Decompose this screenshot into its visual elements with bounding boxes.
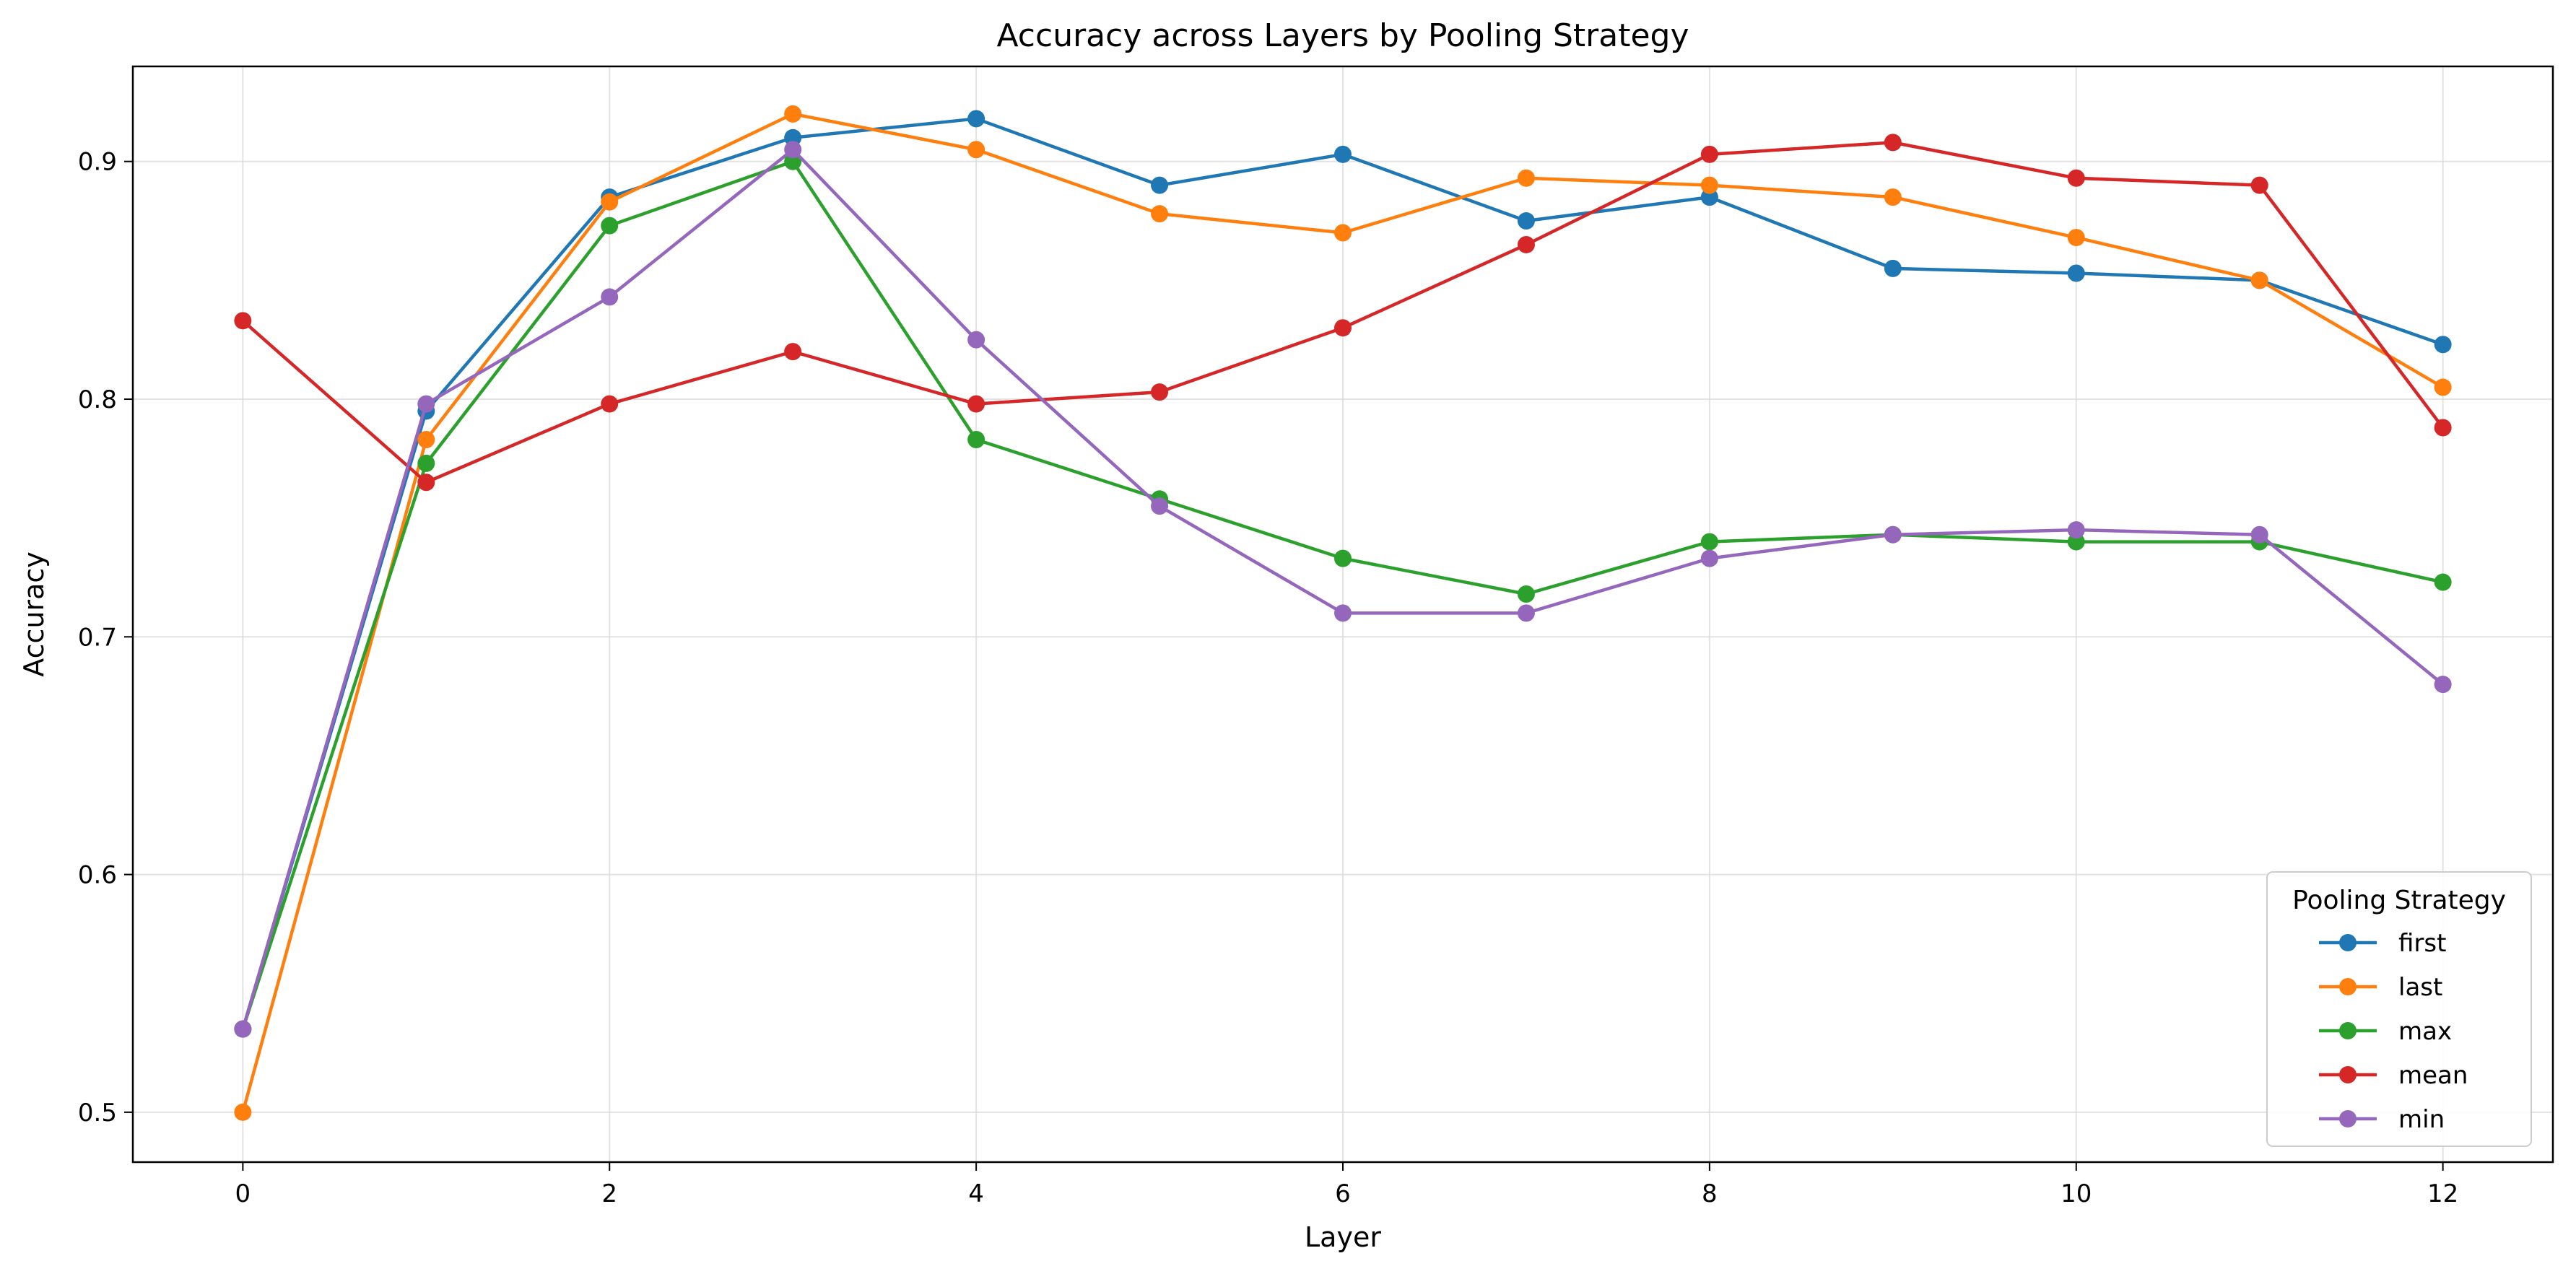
x-tick-label: 6: [1335, 1179, 1351, 1208]
data-point-last: [1517, 169, 1535, 187]
x-tick-label: 8: [1702, 1179, 1718, 1208]
x-tick-label: 0: [235, 1179, 251, 1208]
data-point-min: [601, 288, 619, 306]
data-point-max: [1334, 549, 1352, 567]
data-point-max: [2434, 573, 2452, 591]
chart-title: Accuracy across Layers by Pooling Strate…: [996, 17, 1689, 54]
data-point-max: [1517, 585, 1535, 603]
data-point-min: [1334, 604, 1352, 622]
data-point-last: [1334, 224, 1352, 242]
legend-label-mean: mean: [2398, 1061, 2468, 1090]
data-point-first: [1151, 176, 1169, 194]
legend-label-max: max: [2398, 1017, 2452, 1046]
legend: Pooling Strategy first last max mean min: [2266, 871, 2532, 1147]
data-point-first: [967, 110, 985, 128]
legend-marker-last: [2339, 978, 2357, 995]
series-min: [234, 141, 2452, 1038]
data-point-last: [601, 193, 619, 211]
data-point-mean: [601, 395, 619, 413]
data-point-mean: [1151, 383, 1169, 401]
data-point-max: [967, 430, 985, 448]
grid-lines: [133, 66, 2553, 1162]
legend-title: Pooling Strategy: [2292, 886, 2506, 915]
x-tick-label: 2: [601, 1179, 617, 1208]
data-point-mean: [2434, 419, 2452, 437]
data-point-min: [234, 1020, 252, 1038]
data-point-min: [1884, 525, 1902, 544]
data-point-first: [2067, 264, 2085, 282]
y-tick-label: 0.5: [78, 1099, 117, 1127]
data-point-mean: [2067, 169, 2085, 187]
data-point-last: [1700, 176, 1718, 194]
data-point-first: [2434, 336, 2452, 354]
data-point-last: [234, 1103, 252, 1121]
x-tick-label: 10: [2061, 1179, 2092, 1208]
y-tick-label: 0.6: [78, 861, 117, 890]
data-point-min: [1517, 604, 1535, 622]
data-point-min: [2434, 676, 2452, 694]
legend-box: [2266, 871, 2532, 1147]
legend-entry-min: min: [2319, 1105, 2445, 1134]
data-point-first: [1334, 145, 1352, 163]
x-tick-label: 12: [2427, 1179, 2458, 1208]
data-point-max: [601, 217, 619, 235]
series-layer: [234, 105, 2452, 1121]
data-point-mean: [417, 474, 435, 492]
x-axis-ticks: 0 2 4 6 8 10 12: [235, 1162, 2458, 1208]
data-point-max: [417, 454, 435, 472]
data-point-min: [1700, 549, 1718, 567]
legend-entry-last: last: [2319, 973, 2442, 1002]
legend-label-min: min: [2398, 1105, 2445, 1134]
data-point-max: [784, 152, 802, 170]
legend-label-last: last: [2398, 973, 2442, 1002]
data-point-mean: [1334, 319, 1352, 337]
data-point-min: [2250, 525, 2268, 544]
data-point-last: [1151, 205, 1169, 223]
data-point-first: [1884, 259, 1902, 277]
data-point-min: [417, 395, 435, 413]
y-tick-label: 0.8: [78, 385, 117, 414]
legend-marker-max: [2339, 1022, 2357, 1039]
data-point-mean: [1884, 134, 1902, 152]
data-point-max: [2067, 533, 2085, 551]
x-tick-label: 4: [968, 1179, 984, 1208]
data-point-mean: [967, 395, 985, 413]
y-tick-label: 0.7: [78, 623, 117, 652]
data-point-last: [2250, 271, 2268, 289]
data-point-last: [2067, 229, 2085, 247]
y-axis-label: Accuracy: [18, 551, 50, 677]
x-axis-label: Layer: [1305, 1221, 1381, 1253]
legend-entry-first: first: [2319, 929, 2446, 958]
legend-entry-mean: mean: [2319, 1061, 2468, 1090]
data-point-last: [967, 141, 985, 159]
data-point-last: [417, 430, 435, 448]
data-point-first: [1700, 188, 1718, 206]
legend-entry-max: max: [2319, 1017, 2452, 1046]
data-point-mean: [784, 343, 802, 361]
y-axis-ticks: 0.5 0.6 0.7 0.8 0.9: [78, 148, 133, 1127]
data-point-first: [1517, 212, 1535, 230]
series-mean: [234, 134, 2452, 492]
legend-marker-first: [2339, 934, 2357, 951]
data-point-max: [1700, 533, 1718, 551]
legend-label-first: first: [2398, 929, 2446, 958]
data-point-first: [784, 128, 802, 147]
data-point-min: [784, 141, 802, 159]
legend-entries: first last max mean min: [2319, 929, 2468, 1134]
data-point-mean: [1517, 235, 1535, 253]
data-point-min: [967, 331, 985, 349]
y-tick-label: 0.9: [78, 148, 117, 177]
data-point-min: [2067, 521, 2085, 539]
data-point-mean: [234, 312, 252, 330]
data-point-mean: [2250, 176, 2268, 194]
legend-marker-mean: [2339, 1066, 2357, 1083]
data-point-last: [1884, 188, 1902, 206]
data-point-last: [784, 105, 802, 123]
data-point-last: [2434, 378, 2452, 396]
series-last: [234, 105, 2452, 1121]
legend-marker-min: [2339, 1110, 2357, 1127]
data-point-mean: [1700, 145, 1718, 163]
data-point-min: [1151, 497, 1169, 515]
